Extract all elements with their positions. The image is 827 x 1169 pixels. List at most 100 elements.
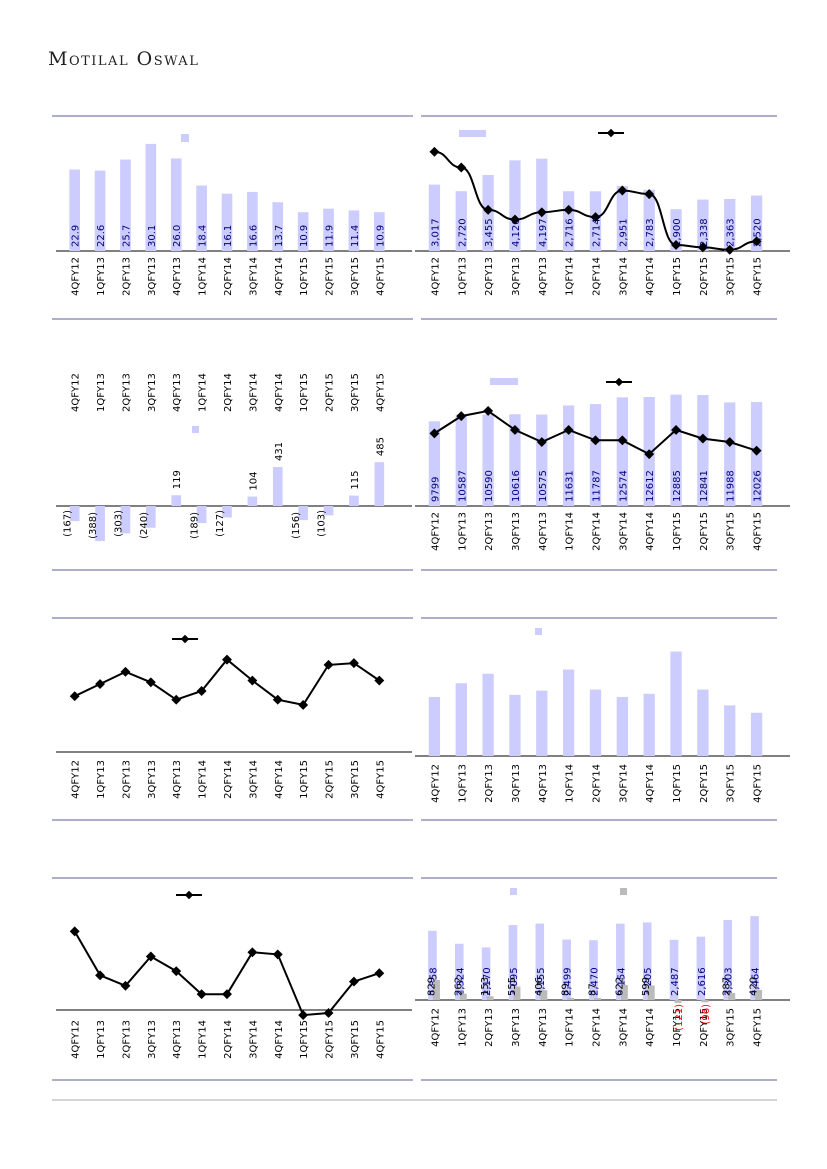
x-tick-label: 3QFY14 (248, 373, 259, 412)
x-tick-label: 3QFY14 (248, 1020, 259, 1059)
line-point (590, 212, 601, 223)
bar-value-label: 10587 (457, 470, 468, 502)
x-tick-label: 3QFY13 (147, 257, 158, 296)
x-tick-label: 4QFY13 (172, 373, 183, 412)
x-tick-label: 1QFY15 (672, 512, 683, 551)
bar (170, 158, 182, 251)
bar-secondary (432, 979, 440, 1000)
bar-value-label: 10.9 (375, 225, 386, 247)
bar-value-label: 3,095 (509, 967, 520, 996)
bar (750, 712, 763, 756)
bar (535, 923, 545, 1000)
bar (616, 397, 628, 506)
bar (94, 170, 106, 251)
bar-value-label: 2,338 (699, 218, 710, 247)
bar-secondary (728, 993, 736, 1000)
x-tick-label: 2QFY15 (699, 512, 710, 551)
bar-value-label: 16.6 (248, 225, 259, 247)
bar-value-label: 3,017 (430, 218, 441, 247)
x-tick-label: 4QFY13 (538, 764, 549, 803)
x-tick-label: 2QFY13 (121, 760, 132, 799)
x-tick-label: 2QFY13 (484, 257, 495, 296)
x-tick-label: 4QFY12 (430, 512, 441, 551)
bar-value-label: 4,120 (511, 218, 522, 247)
bar (723, 920, 733, 1000)
x-tick-label: 4QFY14 (645, 257, 656, 296)
x-tick-label: 2QFY13 (121, 373, 132, 412)
x-tick-label: 2QFY13 (121, 257, 132, 296)
bar-value-label: 2,487 (670, 967, 681, 996)
bar-value-label: 11631 (565, 470, 576, 502)
bar-value-label: 12841 (699, 470, 710, 502)
line-point (298, 699, 309, 710)
x-tick-label: 4QFY15 (753, 764, 764, 803)
x-tick-label: 2QFY15 (699, 764, 710, 803)
line-point (456, 411, 467, 422)
bar-secondary (540, 990, 548, 1000)
x-tick-label: 1QFY13 (96, 257, 107, 296)
bar-value-label: 10.9 (299, 225, 310, 247)
bar (616, 696, 628, 756)
bar (589, 940, 598, 1000)
x-tick-label: 2QFY15 (325, 257, 336, 296)
x-tick-label: 4QFY15 (375, 1020, 386, 1059)
x-tick-label: 1QFY14 (198, 1020, 209, 1059)
bar (508, 925, 518, 1000)
bar (589, 689, 602, 756)
bar (455, 191, 467, 251)
x-tick-label: 3QFY15 (726, 764, 737, 803)
line-point (145, 951, 156, 962)
bar-value-label: 2,324 (455, 967, 466, 996)
x-tick-label: 2QFY14 (223, 1020, 234, 1059)
line-point (374, 968, 385, 979)
line-point (196, 686, 207, 696)
bar-value-label: 11.9 (325, 225, 336, 247)
bar-value-label: (103) (317, 510, 328, 537)
bar-secondary (674, 1000, 682, 1003)
bar (670, 209, 682, 251)
bar-value-label: (240) (139, 512, 150, 539)
x-tick-label: 3QFY14 (618, 1008, 629, 1047)
x-tick-label: 2QFY14 (592, 257, 603, 296)
bar (697, 689, 709, 756)
x-tick-label: 4QFY12 (71, 373, 82, 412)
x-tick-label: 1QFY15 (672, 257, 683, 296)
x-tick-label: 1QFY13 (457, 1008, 468, 1047)
bar (509, 160, 521, 251)
x-tick-label: 2QFY15 (325, 1020, 336, 1059)
line-point (348, 976, 359, 987)
bar (272, 202, 284, 251)
x-tick-label: 3QFY14 (248, 257, 259, 296)
bar (221, 193, 233, 251)
x-tick-label: 4QFY14 (645, 512, 656, 551)
bar-value-label: 1,900 (672, 218, 683, 247)
x-tick-label: 1QFY14 (565, 1008, 576, 1047)
x-tick-label: 4QFY15 (753, 257, 764, 296)
bar (724, 402, 736, 506)
x-tick-label: 4QFY13 (538, 257, 549, 296)
line-point (69, 691, 80, 702)
bar-value-label: 119 (172, 470, 183, 489)
bar (509, 414, 521, 506)
bar (428, 421, 441, 506)
bar-value-label: 11988 (726, 470, 737, 502)
legend-marker (614, 377, 624, 387)
x-tick-label: 3QFY14 (618, 512, 629, 551)
bar-secondary (567, 997, 575, 1000)
bar (323, 506, 334, 516)
bar-value-label: 12612 (645, 470, 656, 502)
line-point (456, 162, 467, 173)
bar (724, 705, 736, 756)
x-tick-label: 3QFY13 (511, 764, 522, 803)
x-tick-label: 2QFY14 (223, 373, 234, 412)
line-point (617, 185, 628, 196)
bar-value-label-secondary: 287 (722, 977, 733, 996)
bar-value-label: 10616 (511, 470, 522, 502)
x-tick-label: 3QFY14 (618, 257, 629, 296)
bar (642, 922, 652, 1000)
bar (563, 405, 575, 506)
line-point (298, 1010, 309, 1021)
